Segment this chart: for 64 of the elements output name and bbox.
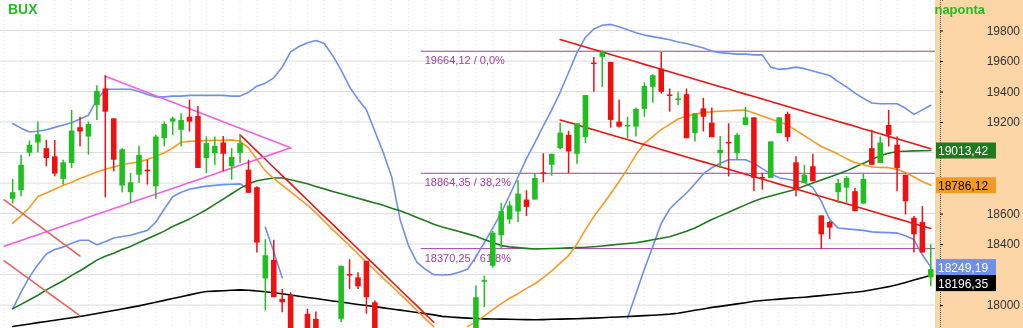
candlestick (136, 145, 142, 184)
candlestick (43, 139, 50, 168)
candlestick (650, 73, 656, 104)
candlestick (734, 132, 740, 161)
candlestick (666, 87, 673, 113)
candlestick (212, 135, 218, 166)
data-label: 18249,19 (938, 260, 989, 275)
candlestick (35, 120, 41, 154)
data-label: 18196,35 (938, 276, 989, 291)
candlestick (178, 112, 184, 148)
candlestick (77, 115, 83, 148)
candlestick (700, 97, 707, 133)
y-tick-label: 18000 (986, 298, 1021, 313)
data-label: 19013,42 (938, 144, 989, 159)
candlestick (692, 112, 698, 143)
candlestick (186, 98, 193, 133)
candlestick (94, 84, 100, 121)
candlestick (9, 178, 16, 205)
y-tick-label: 18400 (986, 237, 1021, 252)
line-series (3, 260, 81, 317)
candlestick (675, 91, 681, 106)
candlestick (127, 172, 134, 204)
y-tick-label: 19400 (986, 84, 1021, 99)
y-tick-label: 19800 (986, 23, 1021, 38)
candlestick (717, 135, 723, 169)
candlestick (633, 106, 639, 138)
candlestick (506, 200, 513, 225)
candlestick (60, 158, 66, 186)
y-tick-label: 19200 (986, 115, 1021, 130)
ref-line-label: 19664,12 / 0,0% (424, 54, 506, 67)
chart-title: BUX (8, 1, 39, 17)
candlestick (85, 120, 92, 156)
y-tick-label: 19600 (986, 54, 1021, 69)
candlestick (641, 81, 648, 118)
candlestick (203, 135, 210, 174)
data-label: 18786,12 (938, 178, 989, 193)
candlestick (237, 134, 243, 164)
y-tick-label: 18600 (986, 206, 1021, 221)
candlestick (220, 135, 226, 173)
candlestick (810, 153, 816, 182)
candlestick (161, 120, 168, 148)
ref-line-label: 18864,35 / 38,2% (424, 176, 512, 189)
candlestick (818, 214, 825, 250)
candlestick (742, 105, 749, 126)
candlestick (709, 106, 715, 138)
candlestick (515, 179, 521, 223)
candlestick (557, 121, 563, 150)
candlestick (532, 172, 538, 201)
candlestick (599, 49, 606, 88)
candlestick (481, 274, 488, 308)
candlestick (51, 139, 58, 177)
line-series (11, 23, 932, 276)
chart-subtitle: naponta (934, 2, 986, 17)
candlestick (540, 152, 547, 184)
candlestick (877, 135, 884, 164)
candlestick (658, 51, 665, 95)
candlestick (169, 115, 176, 136)
candlestick (826, 220, 833, 240)
line-series (3, 199, 81, 257)
candlestick (835, 178, 841, 204)
candlestick (279, 288, 285, 313)
candlestick (843, 175, 850, 204)
candlestick (616, 98, 622, 129)
candlestick (928, 243, 934, 288)
